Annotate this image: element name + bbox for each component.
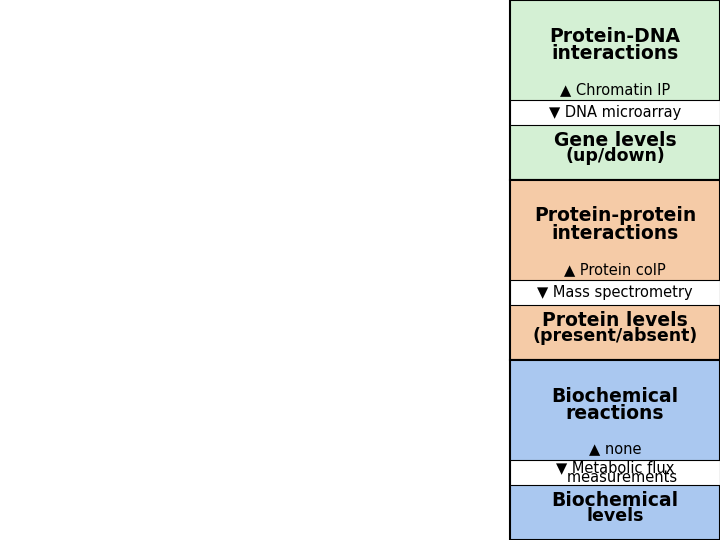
Text: interactions: interactions bbox=[552, 224, 679, 242]
Text: ▲ Chromatin IP: ▲ Chromatin IP bbox=[560, 83, 670, 98]
Text: ▲ none: ▲ none bbox=[589, 442, 642, 457]
Text: Biochemical: Biochemical bbox=[552, 491, 678, 510]
Bar bbox=[510, 460, 720, 485]
Text: measurements: measurements bbox=[553, 470, 677, 485]
Text: levels: levels bbox=[586, 507, 644, 525]
Text: Biochemical: Biochemical bbox=[552, 387, 678, 406]
Bar bbox=[510, 280, 720, 305]
Text: ▼ DNA microarray: ▼ DNA microarray bbox=[549, 105, 681, 120]
Text: Gene levels: Gene levels bbox=[554, 131, 676, 150]
Text: (present/absent): (present/absent) bbox=[532, 327, 698, 345]
Text: interactions: interactions bbox=[552, 44, 679, 63]
Bar bbox=[510, 0, 720, 180]
Text: ▼ Mass spectrometry: ▼ Mass spectrometry bbox=[537, 285, 693, 300]
Text: Protein levels: Protein levels bbox=[542, 312, 688, 330]
Text: reactions: reactions bbox=[566, 403, 665, 423]
Text: Protein-DNA: Protein-DNA bbox=[549, 26, 680, 45]
Bar bbox=[510, 360, 720, 540]
Text: ▲ Protein coIP: ▲ Protein coIP bbox=[564, 262, 666, 278]
Text: (up/down): (up/down) bbox=[565, 147, 665, 165]
Text: ▼ Metabolic flux: ▼ Metabolic flux bbox=[556, 460, 674, 475]
Bar bbox=[510, 180, 720, 360]
Bar bbox=[510, 100, 720, 125]
Text: Protein-protein: Protein-protein bbox=[534, 206, 696, 226]
